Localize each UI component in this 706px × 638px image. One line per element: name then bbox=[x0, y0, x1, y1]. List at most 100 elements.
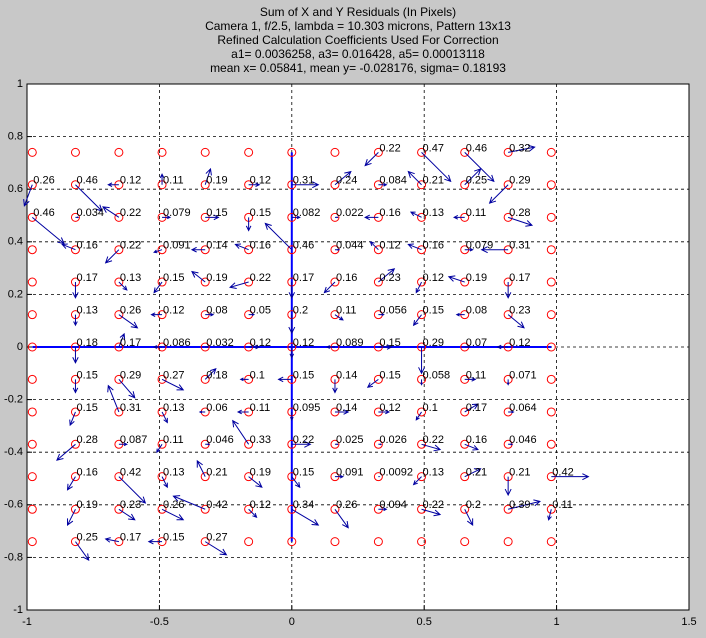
residual-label: 0.12 bbox=[250, 175, 271, 187]
y-tick-label: -0.6 bbox=[4, 499, 23, 511]
residual-label: 0.22 bbox=[120, 207, 141, 219]
y-tick-label: 0.8 bbox=[8, 131, 23, 143]
residual-label: 0.17 bbox=[509, 272, 530, 284]
residual-label: 0.17 bbox=[120, 337, 141, 349]
y-tick-label: 0.4 bbox=[8, 236, 23, 248]
residual-label: 0.087 bbox=[120, 434, 148, 446]
residual-label: 0.15 bbox=[76, 402, 97, 414]
residual-label: 0.17 bbox=[120, 532, 141, 544]
residual-label: 0.089 bbox=[336, 337, 364, 349]
residual-label: 0.29 bbox=[423, 337, 444, 349]
residual-label: 0.15 bbox=[293, 467, 314, 479]
residual-label: 0.22 bbox=[120, 240, 141, 252]
residual-label: 0.33 bbox=[250, 434, 271, 446]
residual-label: 0.1 bbox=[423, 402, 438, 414]
residual-label: 0.2 bbox=[466, 499, 481, 511]
x-tick-label: 0 bbox=[289, 616, 295, 628]
residual-label: 0.12 bbox=[120, 175, 141, 187]
residual-label: 0.26 bbox=[336, 499, 357, 511]
title-line: Sum of X and Y Residuals (In Pixels) bbox=[260, 5, 456, 19]
residual-label: 0.21 bbox=[423, 175, 444, 187]
residual-label: 0.17 bbox=[293, 272, 314, 284]
residual-label: 0.16 bbox=[466, 434, 487, 446]
residual-label: 0.034 bbox=[76, 207, 104, 219]
residual-label: 0.28 bbox=[76, 434, 97, 446]
x-tick-label: 1 bbox=[554, 616, 560, 628]
residual-label: 0.24 bbox=[336, 175, 357, 187]
residual-label: 0.11 bbox=[466, 207, 487, 219]
residual-label: 0.22 bbox=[423, 499, 444, 511]
residual-label: 0.26 bbox=[33, 175, 54, 187]
residual-label: 0.15 bbox=[250, 207, 271, 219]
residual-label: 0.12 bbox=[250, 499, 271, 511]
residual-label: 0.46 bbox=[33, 207, 54, 219]
residual-label: 0.28 bbox=[509, 207, 530, 219]
residual-label: 0.044 bbox=[336, 240, 364, 252]
residual-label: 0.46 bbox=[76, 175, 97, 187]
residual-label: 0.21 bbox=[466, 467, 487, 479]
residual-label: 0.23 bbox=[509, 305, 530, 317]
residual-label: 0.46 bbox=[466, 142, 487, 154]
residual-label: 0.23 bbox=[379, 272, 400, 284]
y-tick-label: -0.8 bbox=[4, 551, 23, 563]
residual-label: 0.084 bbox=[379, 175, 407, 187]
y-tick-label: -0.2 bbox=[4, 394, 23, 406]
residual-label: 0.032 bbox=[206, 337, 234, 349]
residual-label: 0.13 bbox=[76, 305, 97, 317]
title-line: Camera 1, f/2.5, lambda = 10.303 microns… bbox=[205, 19, 511, 33]
residual-label: 0.12 bbox=[379, 402, 400, 414]
residual-label: 0.14 bbox=[336, 369, 357, 381]
x-tick-label: 1.5 bbox=[681, 616, 696, 628]
residual-label: 0.15 bbox=[206, 207, 227, 219]
residual-label: 0.11 bbox=[552, 499, 573, 511]
residual-label: 0.29 bbox=[120, 369, 141, 381]
residual-label: 0.15 bbox=[293, 369, 314, 381]
residual-label: 0.42 bbox=[206, 499, 227, 511]
residual-label: 0.15 bbox=[76, 369, 97, 381]
residual-label: 0.42 bbox=[120, 467, 141, 479]
residual-label: 0.064 bbox=[509, 402, 537, 414]
residual-label: 0.12 bbox=[509, 337, 530, 349]
residual-label: 0.19 bbox=[206, 272, 227, 284]
residual-label: 0.27 bbox=[206, 532, 227, 544]
residual-label: 0.39 bbox=[509, 499, 530, 511]
residual-label: 0.046 bbox=[509, 434, 537, 446]
residual-label: 0.18 bbox=[76, 337, 97, 349]
residual-label: 0.27 bbox=[163, 369, 184, 381]
x-tick-label: -1 bbox=[22, 616, 32, 628]
residual-label: 0.15 bbox=[163, 532, 184, 544]
residual-label: 0.15 bbox=[423, 305, 444, 317]
residual-label: 0.025 bbox=[336, 434, 364, 446]
residual-label: 0.094 bbox=[379, 499, 407, 511]
residual-label: 0.11 bbox=[163, 175, 184, 187]
residual-label: 0.17 bbox=[76, 272, 97, 284]
residual-label: 0.082 bbox=[293, 207, 321, 219]
residual-label: 0.1 bbox=[250, 369, 265, 381]
residual-label: 0.14 bbox=[206, 240, 227, 252]
residual-label: 0.071 bbox=[509, 369, 537, 381]
x-tick-label: -0.5 bbox=[150, 616, 169, 628]
residual-label: 0.13 bbox=[423, 207, 444, 219]
residual-label: 0.16 bbox=[250, 240, 271, 252]
residual-label: 0.16 bbox=[336, 272, 357, 284]
title-line: a1= 0.0036258, a3= 0.016428, a5= 0.00013… bbox=[231, 47, 485, 61]
residual-label: 0.026 bbox=[379, 434, 407, 446]
residual-label: 0.46 bbox=[293, 240, 314, 252]
residual-label: 0.14 bbox=[336, 402, 357, 414]
residual-label: 0.11 bbox=[466, 369, 487, 381]
residual-label: 0.26 bbox=[163, 499, 184, 511]
residual-label: 0.05 bbox=[250, 305, 271, 317]
residual-label: 0.091 bbox=[336, 467, 364, 479]
residual-label: 0.21 bbox=[206, 467, 227, 479]
residual-label: 0.19 bbox=[76, 499, 97, 511]
residual-label: 0.079 bbox=[163, 207, 191, 219]
y-tick-label: 0 bbox=[17, 341, 23, 353]
residual-label: 0.17 bbox=[466, 402, 487, 414]
residual-label: 0.16 bbox=[76, 240, 97, 252]
residual-label: 0.056 bbox=[379, 305, 407, 317]
residual-label: 0.15 bbox=[379, 369, 400, 381]
residual-label: 0.31 bbox=[293, 175, 314, 187]
residual-label: 0.26 bbox=[120, 305, 141, 317]
residual-label: 0.19 bbox=[466, 272, 487, 284]
